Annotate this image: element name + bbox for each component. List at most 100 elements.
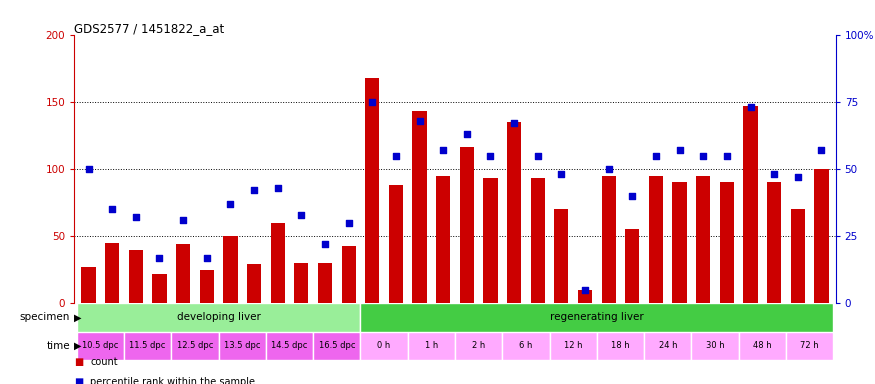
Point (105, 206, 119, 212)
Bar (738, 332, 786, 360)
Bar (507, 122, 522, 303)
Bar (578, 290, 592, 303)
Text: 11.5 dpc: 11.5 dpc (130, 341, 166, 350)
Bar (388, 185, 403, 303)
Point (578, 287, 592, 293)
Bar (791, 209, 805, 303)
Bar (602, 176, 616, 303)
Point (626, 193, 640, 199)
Text: ■: ■ (74, 376, 84, 384)
Text: ▶: ▶ (74, 313, 82, 323)
Text: percentile rank within the sample: percentile rank within the sample (90, 376, 256, 384)
Bar (502, 332, 550, 360)
Point (200, 255, 214, 261)
Text: 48 h: 48 h (753, 341, 772, 350)
Text: 12 h: 12 h (564, 341, 583, 350)
Point (791, 174, 805, 180)
Bar (767, 182, 781, 303)
Bar (105, 243, 119, 303)
Text: developing liver: developing liver (177, 313, 261, 323)
Bar (129, 250, 143, 303)
Bar (360, 303, 833, 332)
Point (223, 201, 237, 207)
Text: 1 h: 1 h (424, 341, 438, 350)
Text: 24 h: 24 h (659, 341, 677, 350)
Bar (550, 332, 597, 360)
Bar (455, 332, 502, 360)
Bar (341, 246, 356, 303)
Bar (200, 270, 214, 303)
Bar (360, 332, 408, 360)
Bar (313, 332, 360, 360)
Bar (744, 106, 758, 303)
Text: GDS2577 / 1451822_a_at: GDS2577 / 1451822_a_at (74, 22, 225, 35)
Bar (691, 332, 738, 360)
Text: 16.5 dpc: 16.5 dpc (318, 341, 355, 350)
Bar (124, 332, 172, 360)
Text: 6 h: 6 h (519, 341, 533, 350)
Point (247, 187, 261, 194)
Bar (459, 147, 474, 303)
Text: 14.5 dpc: 14.5 dpc (271, 341, 308, 350)
Bar (219, 332, 266, 360)
Point (555, 171, 569, 177)
Bar (673, 182, 687, 303)
Bar (77, 332, 124, 360)
Text: specimen: specimen (19, 313, 70, 323)
Point (365, 99, 379, 105)
Bar (247, 265, 261, 303)
Bar (318, 263, 332, 303)
Text: 12.5 dpc: 12.5 dpc (177, 341, 214, 350)
Bar (294, 263, 308, 303)
Text: 2 h: 2 h (472, 341, 486, 350)
Point (152, 255, 166, 261)
Point (318, 241, 332, 247)
Text: 0 h: 0 h (377, 341, 391, 350)
Bar (172, 332, 219, 360)
Point (767, 171, 781, 177)
Point (602, 166, 616, 172)
Bar (77, 303, 360, 332)
Point (388, 152, 402, 159)
Text: 10.5 dpc: 10.5 dpc (82, 341, 119, 350)
Point (81, 166, 95, 172)
Bar (270, 223, 284, 303)
Bar (815, 169, 829, 303)
Point (294, 212, 308, 218)
Bar (176, 244, 190, 303)
Text: 18 h: 18 h (611, 341, 630, 350)
Point (531, 152, 545, 159)
Point (673, 147, 687, 153)
Bar (626, 230, 640, 303)
Bar (483, 178, 498, 303)
Point (720, 152, 734, 159)
Text: 13.5 dpc: 13.5 dpc (224, 341, 261, 350)
Bar (436, 176, 451, 303)
Point (436, 147, 450, 153)
Point (412, 118, 426, 124)
Point (484, 152, 498, 159)
Point (696, 152, 710, 159)
Point (341, 220, 355, 226)
Bar (644, 332, 691, 360)
Point (507, 120, 522, 126)
Bar (786, 332, 833, 360)
Bar (597, 332, 644, 360)
Bar (152, 274, 166, 303)
Point (460, 131, 474, 137)
Bar (554, 209, 569, 303)
Point (815, 147, 829, 153)
Bar (223, 236, 237, 303)
Point (270, 185, 284, 191)
Text: ■: ■ (74, 357, 84, 367)
Text: ▶: ▶ (74, 341, 82, 351)
Text: 30 h: 30 h (706, 341, 724, 350)
Bar (696, 176, 710, 303)
Text: time: time (46, 341, 70, 351)
Bar (266, 332, 313, 360)
Point (744, 104, 758, 110)
Bar (720, 182, 734, 303)
Bar (365, 78, 380, 303)
Bar (408, 332, 455, 360)
Bar (81, 267, 95, 303)
